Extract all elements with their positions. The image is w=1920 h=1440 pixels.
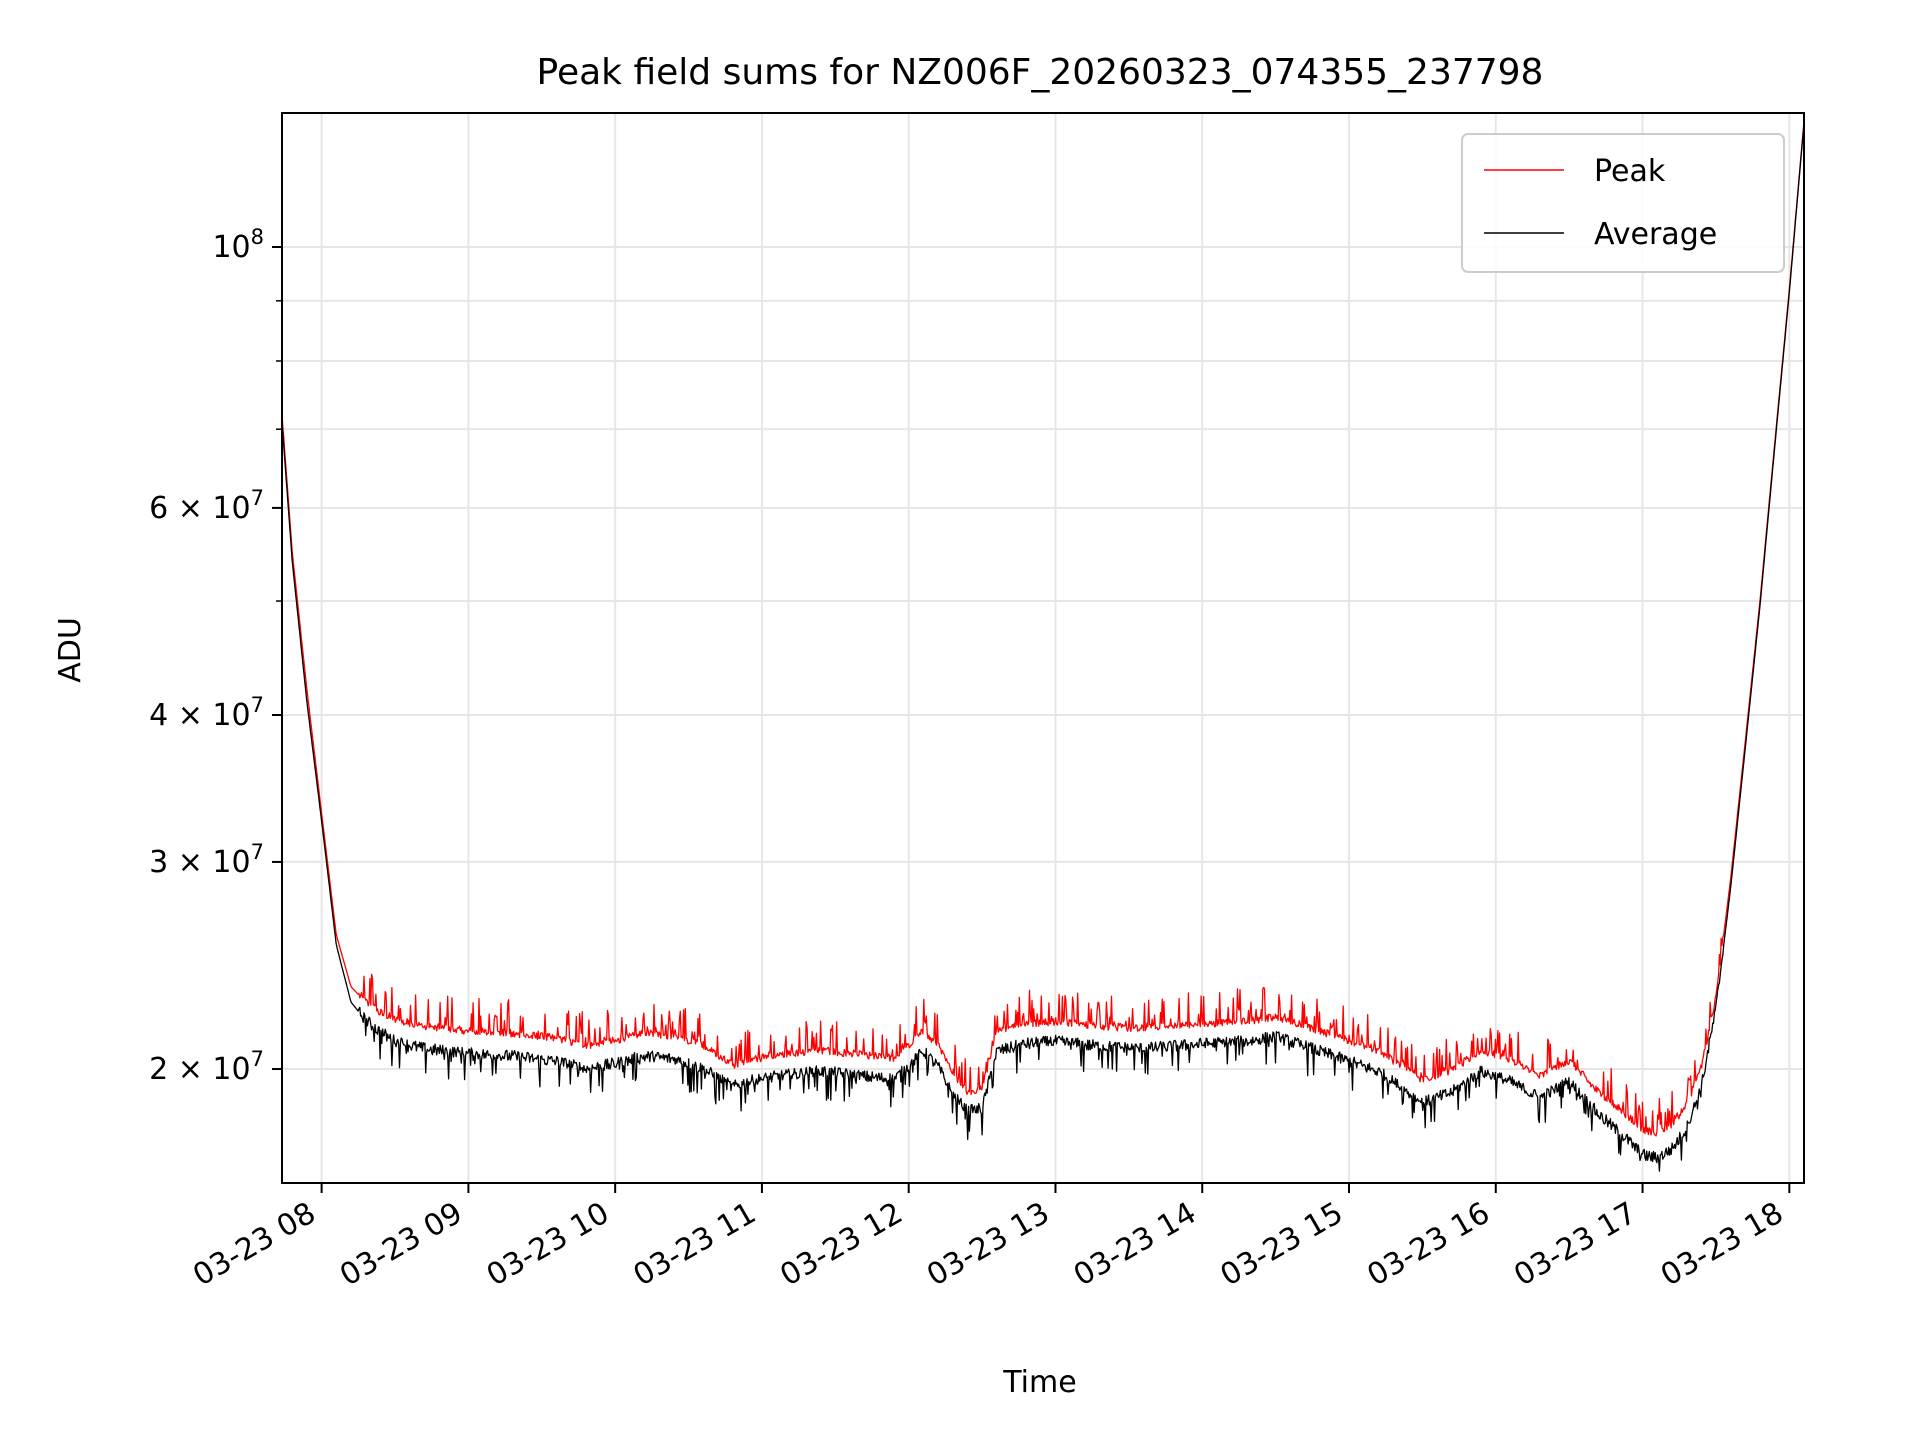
plot-area [282, 120, 1804, 1172]
legend: Peak Average [1461, 133, 1785, 273]
y-tick-label: 4 × 107 [149, 693, 264, 733]
peak-series-line [282, 120, 1804, 1137]
y-tick-base: 4 × 10 [149, 698, 250, 733]
y-tick-label: 2 × 107 [149, 1047, 264, 1087]
legend-label-average: Average [1594, 217, 1717, 252]
y-tick-label: 3 × 107 [149, 840, 264, 880]
y-tick-exponent: 7 [251, 840, 264, 864]
legend-label-peak: Peak [1594, 154, 1666, 189]
y-tick-exponent: 8 [251, 225, 264, 249]
y-tick-exponent: 7 [251, 486, 264, 510]
y-tick-exponent: 7 [251, 693, 264, 717]
plot-frame [281, 112, 1805, 1184]
y-tick-label: 108 [212, 225, 264, 265]
chart-title: Peak field sums for NZ006F_20260323_0743… [537, 52, 1544, 93]
y-tick-base: 10 [212, 230, 250, 265]
x-axis-label: Time [1002, 1365, 1076, 1400]
y-tick-base: 6 × 10 [149, 491, 250, 526]
y-tick-base: 2 × 10 [149, 1052, 250, 1087]
y-tick-label: 6 × 107 [149, 486, 264, 526]
legend-box [1461, 133, 1785, 273]
y-axis-label: ADU [53, 617, 88, 683]
y-tick-base: 3 × 10 [149, 845, 250, 880]
average-series-line [282, 122, 1804, 1172]
y-tick-exponent: 7 [251, 1047, 264, 1071]
